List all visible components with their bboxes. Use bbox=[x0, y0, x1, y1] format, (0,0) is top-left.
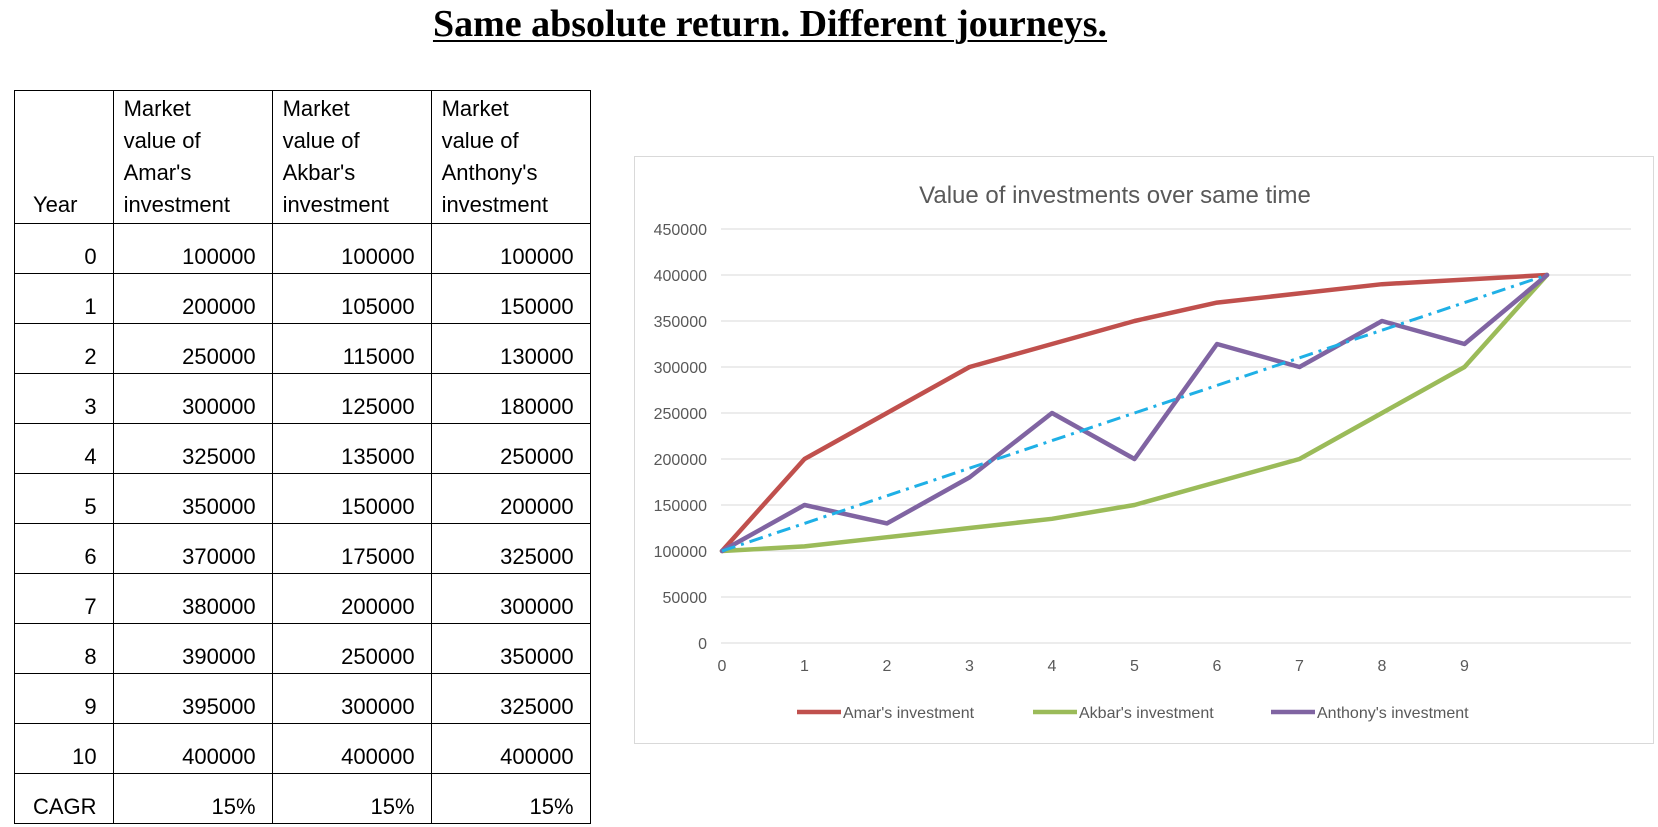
cell-anthony: 325000 bbox=[430, 673, 591, 724]
table-row: 5 350000 150000 200000 bbox=[14, 473, 591, 524]
cell-akbar: 300000 bbox=[271, 673, 432, 724]
cell-akbar: 175000 bbox=[271, 523, 432, 574]
cell-year: 1 bbox=[14, 273, 114, 324]
x-tick-label: 8 bbox=[1378, 658, 1387, 675]
y-tick-label: 200000 bbox=[654, 452, 707, 469]
y-tick-label: 400000 bbox=[654, 268, 707, 285]
x-tick-label: 9 bbox=[1460, 658, 1469, 675]
cell-amar: 395000 bbox=[112, 673, 273, 724]
table-row: 4 325000 135000 250000 bbox=[14, 423, 591, 474]
cell-amar: 400000 bbox=[112, 723, 273, 774]
investment-table: Year Market value of Amar's investment Mark… bbox=[14, 90, 591, 824]
cell-akbar: 150000 bbox=[271, 473, 432, 524]
cell-amar: 350000 bbox=[112, 473, 273, 524]
table-row: 10 400000 400000 400000 bbox=[14, 723, 591, 774]
table-row: 3 300000 125000 180000 bbox=[14, 373, 591, 424]
cell-akbar: 400000 bbox=[271, 723, 432, 774]
header-akbar: Market value of Akbar's investment bbox=[271, 90, 432, 224]
y-tick-label: 450000 bbox=[654, 222, 707, 239]
chart-title: Value of investments over same time bbox=[919, 182, 1311, 209]
series-line bbox=[719, 272, 1550, 554]
y-tick-label: 100000 bbox=[654, 544, 707, 561]
cell-year: 9 bbox=[14, 673, 114, 724]
table-row: 8 390000 250000 350000 bbox=[14, 623, 591, 674]
cell-year: 2 bbox=[14, 323, 114, 374]
x-tick-label: 3 bbox=[965, 658, 974, 675]
cell-anthony: 100000 bbox=[430, 223, 591, 274]
cell-anthony: 300000 bbox=[430, 573, 591, 624]
cell-anthony: 130000 bbox=[430, 323, 591, 374]
cell-amar: 390000 bbox=[112, 623, 273, 674]
cell-anthony: 400000 bbox=[430, 723, 591, 774]
series-line bbox=[719, 272, 1550, 554]
cell-akbar: 100000 bbox=[271, 223, 432, 274]
y-tick-label: 300000 bbox=[654, 360, 707, 377]
x-tick-label: 1 bbox=[800, 658, 809, 675]
cell-year: 4 bbox=[14, 423, 114, 474]
cell-akbar: 115000 bbox=[271, 323, 432, 374]
y-tick-label: 50000 bbox=[663, 590, 708, 607]
x-tick-label: 4 bbox=[1048, 658, 1057, 675]
line-chart: Value of investments over same time 0 5000… bbox=[634, 156, 1654, 744]
cell-akbar: 135000 bbox=[271, 423, 432, 474]
cell-amar: 300000 bbox=[112, 373, 273, 424]
cell-amar: 325000 bbox=[112, 423, 273, 474]
cell-akbar: 105000 bbox=[271, 273, 432, 324]
table-row: 7 380000 200000 300000 bbox=[14, 573, 591, 624]
x-tick-label: 7 bbox=[1295, 658, 1304, 675]
series-line bbox=[719, 272, 1550, 554]
x-tick-label: 6 bbox=[1213, 658, 1222, 675]
cell-anthony: 200000 bbox=[430, 473, 591, 524]
x-tick-label: 0 bbox=[718, 658, 727, 675]
cell-amar: 200000 bbox=[112, 273, 273, 324]
chart-svg: Value of investments over same time 0 5000… bbox=[654, 182, 1631, 722]
cell-year: 5 bbox=[14, 473, 114, 524]
table-row: 9 395000 300000 325000 bbox=[14, 673, 591, 724]
cell-anthony: 350000 bbox=[430, 623, 591, 674]
cell-year: 7 bbox=[14, 573, 114, 624]
cell-amar: 370000 bbox=[112, 523, 273, 574]
cell-year: CAGR bbox=[14, 773, 114, 824]
cell-akbar: 125000 bbox=[271, 373, 432, 424]
cell-akbar: 15% bbox=[271, 773, 432, 824]
table-row: 2 250000 115000 130000 bbox=[14, 323, 591, 374]
table-header-row: Year Market value of Amar's investment Mark… bbox=[14, 90, 591, 224]
cell-amar: 250000 bbox=[112, 323, 273, 374]
cell-amar: 100000 bbox=[112, 223, 273, 274]
cell-anthony: 150000 bbox=[430, 273, 591, 324]
header-anthony: Market value of Anthony's investment bbox=[430, 90, 591, 224]
page-title: Same absolute return. Different journeys… bbox=[432, 3, 1108, 45]
cell-year: 8 bbox=[14, 623, 114, 674]
header-amar: Market value of Amar's investment bbox=[112, 90, 273, 224]
legend-label: Amar's investment bbox=[843, 705, 975, 722]
cell-akbar: 200000 bbox=[271, 573, 432, 624]
y-tick-label: 0 bbox=[698, 636, 707, 653]
cell-year: 0 bbox=[14, 223, 114, 274]
cell-year: 3 bbox=[14, 373, 114, 424]
cell-anthony: 15% bbox=[430, 773, 591, 824]
legend-label: Akbar's investment bbox=[1079, 705, 1214, 722]
y-tick-label: 350000 bbox=[654, 314, 707, 331]
table-row: CAGR 15% 15% 15% bbox=[14, 773, 591, 824]
cell-anthony: 325000 bbox=[430, 523, 591, 574]
cell-year: 10 bbox=[14, 723, 114, 774]
cell-akbar: 250000 bbox=[271, 623, 432, 674]
table-row: 0 100000 100000 100000 bbox=[14, 223, 591, 274]
cell-amar: 15% bbox=[112, 773, 273, 824]
table-row: 6 370000 175000 325000 bbox=[14, 523, 591, 574]
cell-amar: 380000 bbox=[112, 573, 273, 624]
table-body: 0 100000 100000 100000 1 200000 105000 150000 2 2… bbox=[14, 223, 591, 824]
x-tick-label: 5 bbox=[1130, 658, 1139, 675]
cell-year: 6 bbox=[14, 523, 114, 574]
cell-anthony: 180000 bbox=[430, 373, 591, 424]
header-year: Year bbox=[14, 90, 114, 224]
legend-label: Anthony's investment bbox=[1317, 705, 1469, 722]
cell-anthony: 250000 bbox=[430, 423, 591, 474]
y-tick-label: 250000 bbox=[654, 406, 707, 423]
y-tick-label: 150000 bbox=[654, 498, 707, 515]
table-row: 1 200000 105000 150000 bbox=[14, 273, 591, 324]
x-tick-label: 2 bbox=[883, 658, 892, 675]
